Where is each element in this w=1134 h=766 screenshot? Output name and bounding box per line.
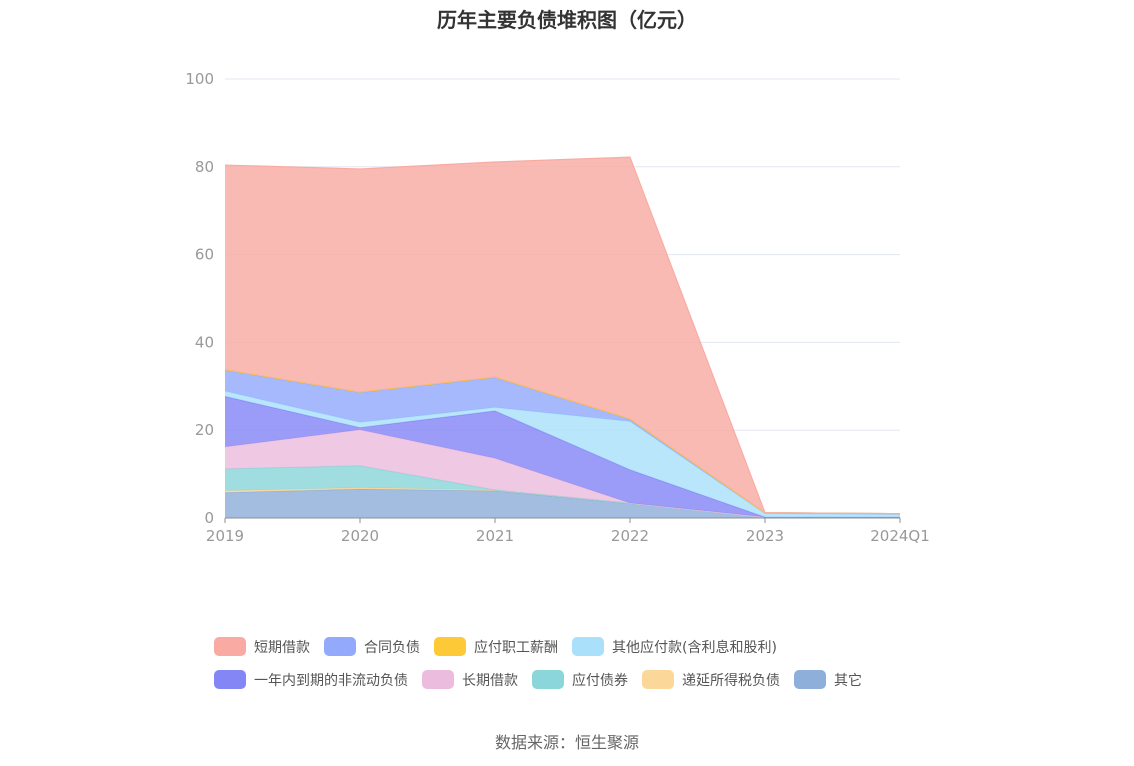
area-series-4 xyxy=(225,396,900,518)
area-series-6 xyxy=(225,370,900,515)
legend-swatch xyxy=(434,637,466,656)
legend-swatch xyxy=(422,670,454,689)
legend-swatch xyxy=(214,670,246,689)
legend-row-1: 短期借款 合同负债 应付职工薪酬 其他应付款(含利息和股利) xyxy=(214,630,934,663)
area-series-edge-8 xyxy=(224,156,901,515)
legend-label: 短期借款 xyxy=(254,639,310,656)
x-tick-label: 2023 xyxy=(746,527,784,545)
stacked-area-chart: 0 20 40 60 80 100 2019 2020 2021 2022 2023 2024Q1 xyxy=(185,70,930,545)
legend-item[interactable]: 长期借款 xyxy=(422,670,518,690)
legend-item[interactable]: 合同负债 xyxy=(324,637,420,657)
x-tick-label: 2021 xyxy=(476,527,514,545)
area-series-1 xyxy=(225,487,900,518)
area-series-3 xyxy=(225,429,900,518)
area-series-5 xyxy=(225,391,900,518)
legend-label: 递延所得税负债 xyxy=(682,672,780,689)
legend-item[interactable]: 应付职工薪酬 xyxy=(434,637,558,657)
chart-title: 历年主要负债堆积图（亿元） xyxy=(437,8,697,32)
legend-label: 应付职工薪酬 xyxy=(474,639,558,656)
y-tick-label: 60 xyxy=(195,246,214,264)
legend-item[interactable]: 应付债券 xyxy=(532,670,628,690)
legend-swatch xyxy=(572,637,604,656)
y-tick-label: 20 xyxy=(195,421,214,439)
data-source: 数据来源：恒生聚源 xyxy=(494,733,639,752)
legend-swatch xyxy=(214,637,246,656)
y-tick-label: 80 xyxy=(195,158,214,176)
legend-label: 应付债券 xyxy=(572,672,628,689)
legend-row-2: 一年内到期的非流动负债 长期借款 应付债券 递延所得税负债 其它 xyxy=(214,663,934,696)
legend-label: 其它 xyxy=(834,672,862,689)
y-tick-label: 100 xyxy=(185,70,214,88)
legend-label: 合同负债 xyxy=(364,639,420,656)
legend-item[interactable]: 一年内到期的非流动负债 xyxy=(214,670,408,690)
x-tick-label: 2019 xyxy=(206,527,244,545)
legend-swatch xyxy=(532,670,564,689)
legend-swatch xyxy=(324,637,356,656)
legend-item[interactable]: 短期借款 xyxy=(214,637,310,657)
legend-item[interactable]: 其它 xyxy=(794,670,862,690)
legend-label: 一年内到期的非流动负债 xyxy=(254,672,408,689)
legend-item[interactable]: 递延所得税负债 xyxy=(642,670,780,690)
legend-label: 其他应付款(含利息和股利) xyxy=(612,639,777,656)
area-series-0 xyxy=(225,489,900,518)
legend-label: 长期借款 xyxy=(462,672,518,689)
chart-legend: 短期借款 合同负债 应付职工薪酬 其他应付款(含利息和股利) 一年内到期的非流动负债 长… xyxy=(214,630,934,696)
x-tick-label: 2020 xyxy=(341,527,379,545)
y-tick-label: 40 xyxy=(195,333,214,351)
x-tick-label: 2024Q1 xyxy=(870,527,930,545)
legend-swatch xyxy=(642,670,674,689)
legend-swatch xyxy=(794,670,826,689)
x-tick-label: 2022 xyxy=(611,527,649,545)
area-series-2 xyxy=(225,465,900,518)
legend-item[interactable]: 其他应付款(含利息和股利) xyxy=(572,637,777,657)
y-tick-label: 0 xyxy=(204,509,214,527)
